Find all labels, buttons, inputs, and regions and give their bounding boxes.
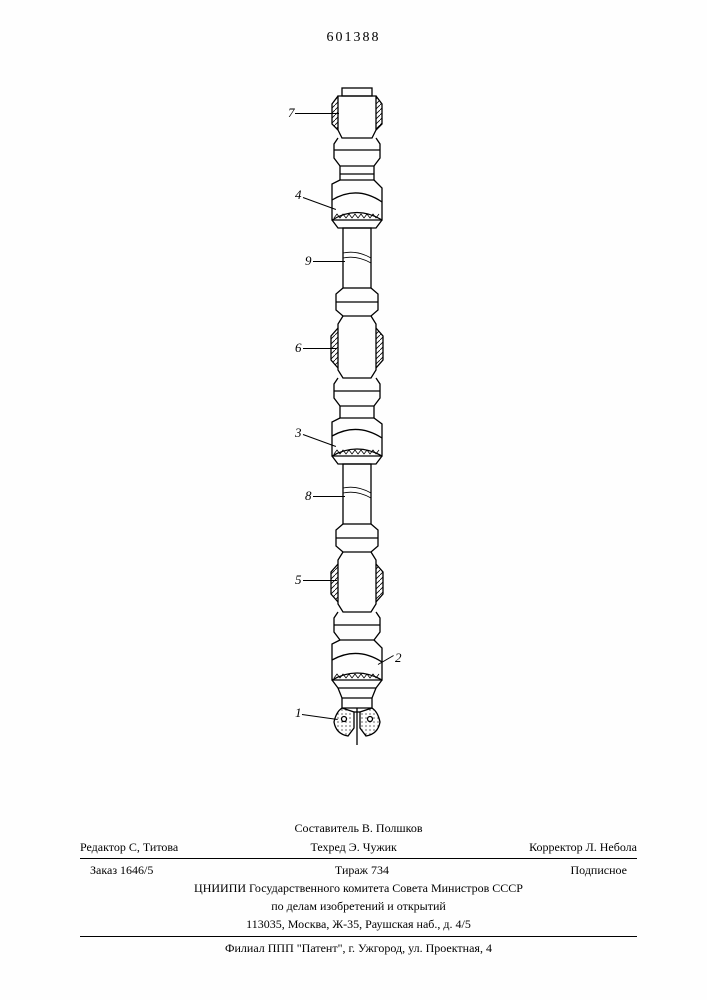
- leader-6: [303, 348, 337, 349]
- leader-9: [313, 261, 345, 262]
- ref-label-3: 3: [295, 425, 302, 441]
- ref-label-8: 8: [305, 488, 312, 504]
- org-line-2: по делам изобретений и открытий: [80, 898, 637, 915]
- address-line: 113035, Москва, Ж-35, Раушская наб., д. …: [80, 916, 637, 937]
- technical-figure: 7 4 9 6 3 8 5 2 1: [200, 80, 500, 760]
- credits-block: Составитель В. Полшков Редактор С, Титов…: [80, 820, 637, 957]
- ref-label-6: 6: [295, 340, 302, 356]
- page-number: 601388: [327, 30, 381, 46]
- techred-text: Техред Э. Чужик: [310, 839, 396, 856]
- order-line: Заказ 1646/5 Тираж 734 Подписное: [80, 862, 637, 879]
- editor-text: Редактор С, Титова: [80, 839, 178, 856]
- staff-line: Редактор С, Титова Техред Э. Чужик Корре…: [80, 839, 637, 859]
- ref-label-5: 5: [295, 572, 302, 588]
- ref-label-1: 1: [295, 705, 302, 721]
- org-line-1: ЦНИИПИ Государственного комитета Совета …: [80, 880, 637, 897]
- leader-7: [295, 113, 339, 114]
- ref-label-9: 9: [305, 253, 312, 269]
- tirage-text: Тираж 734: [335, 862, 389, 879]
- order-text: Заказ 1646/5: [90, 862, 153, 879]
- subscription-text: Подписное: [571, 862, 628, 879]
- leader-5: [303, 580, 337, 581]
- ref-label-2: 2: [395, 650, 402, 666]
- ref-label-7: 7: [288, 105, 295, 121]
- corrector-text: Корректор Л. Небола: [529, 839, 637, 856]
- leader-8: [313, 496, 345, 497]
- printer-line: Филиал ППП "Патент", г. Ужгород, ул. Про…: [80, 940, 637, 957]
- ref-label-4: 4: [295, 187, 302, 203]
- compiler-line: Составитель В. Полшков: [80, 820, 637, 837]
